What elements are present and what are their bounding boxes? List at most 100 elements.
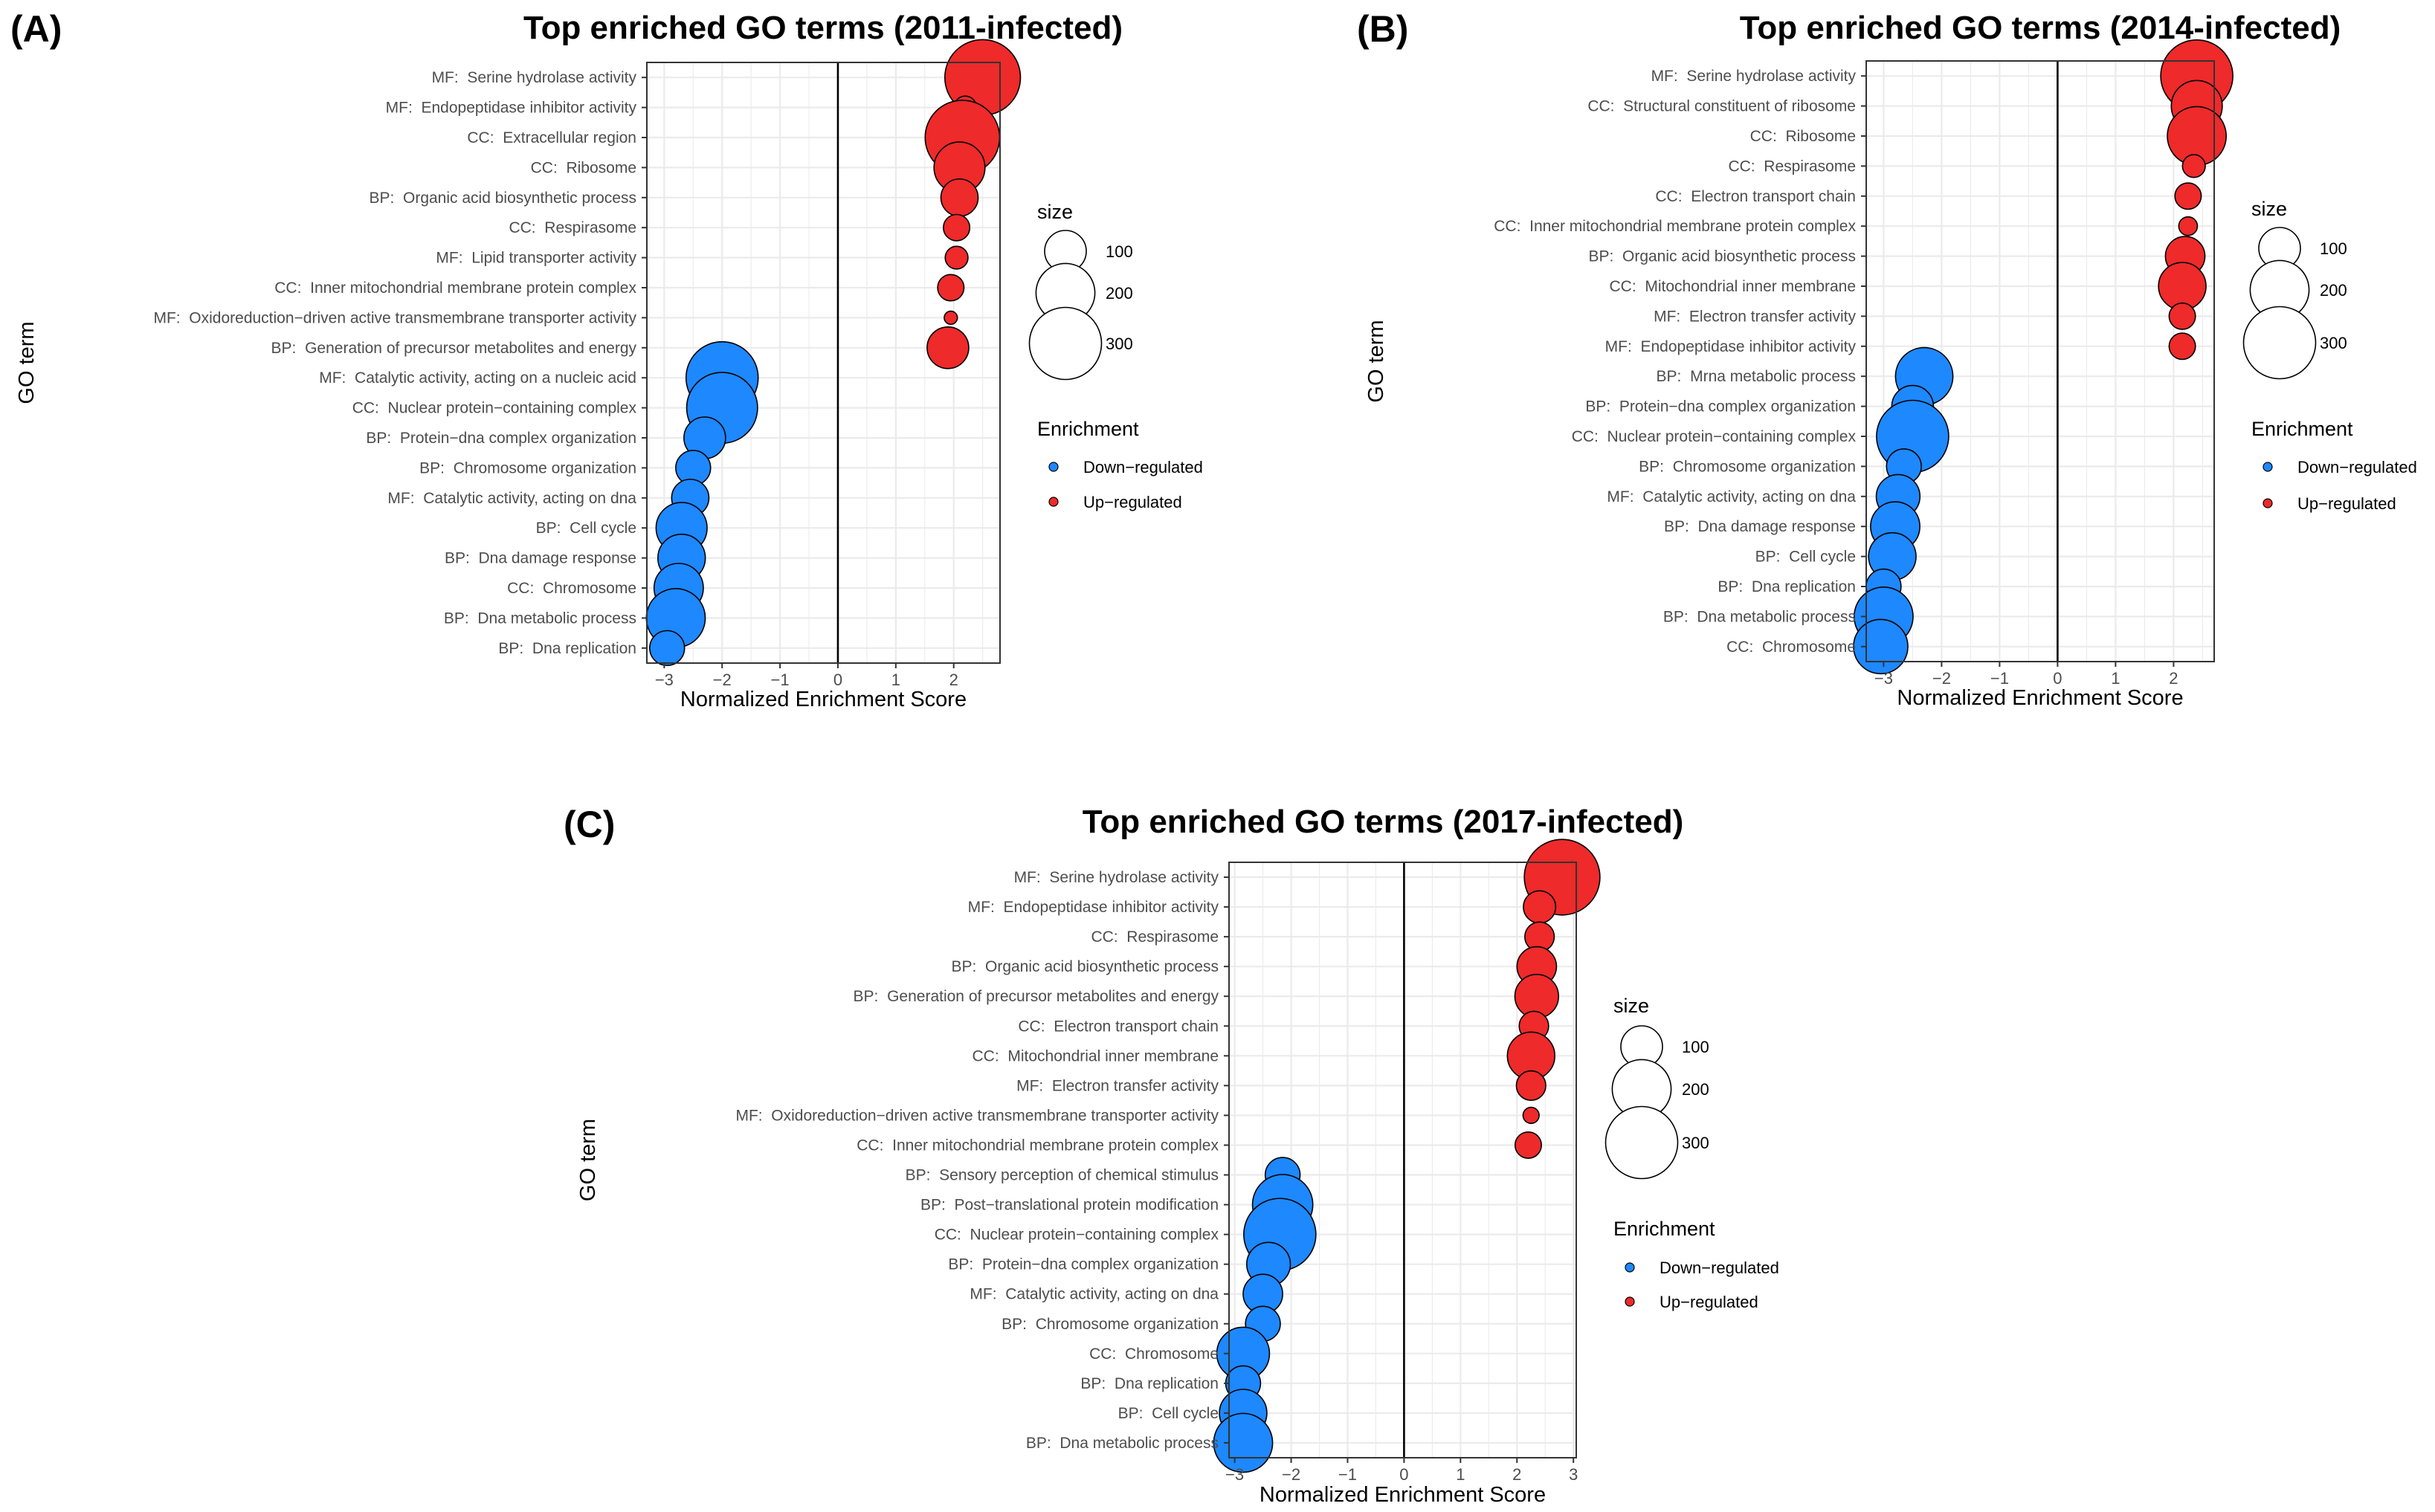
- x-tick-label: −1: [1990, 669, 2009, 688]
- y-tick-term: Electron transfer activity: [1052, 1077, 1219, 1094]
- y-tick-label: BP: Organic acid biosynthetic process: [1588, 248, 1856, 265]
- x-tick-label: 1: [2111, 669, 2120, 688]
- y-tick-label: CC: Ribosome: [1750, 128, 1856, 145]
- y-tick-term: Organic acid biosynthetic process: [1622, 248, 1856, 265]
- y-tick-category: MF:: [1651, 68, 1687, 85]
- point-up: [937, 274, 965, 302]
- y-tick-term: Dna metabolic process: [1697, 608, 1856, 625]
- y-tick-category: BP:: [951, 958, 985, 975]
- legend-enrichment-title: Enrichment: [1613, 1218, 1715, 1240]
- point-up: [943, 213, 971, 242]
- y-tick-category: BP:: [1026, 1435, 1060, 1452]
- y-tick-term: Chromosome: [1125, 1345, 1219, 1363]
- y-tick-term: Electron transfer activity: [1689, 308, 1857, 325]
- y-tick-label: MF: Catalytic activity, acting on dna: [387, 490, 636, 507]
- point-up: [2178, 216, 2199, 236]
- y-tick-term: Nuclear protein−containing complex: [970, 1227, 1219, 1244]
- legend-size-key: [1604, 1105, 1679, 1180]
- y-tick-category: BP:: [1663, 608, 1697, 625]
- y-tick-label: BP: Mrna metabolic process: [1657, 368, 1856, 385]
- y-tick-label: MF: Lipid transporter activity: [436, 250, 636, 267]
- x-axis-title: Normalized Enrichment Score: [680, 688, 967, 711]
- y-tick-label: CC: Ribosome: [531, 159, 636, 176]
- y-tick-category: CC:: [935, 1227, 970, 1244]
- y-tick-label: BP: Dna metabolic process: [1663, 608, 1856, 625]
- x-tick-label: −1: [1338, 1465, 1357, 1484]
- y-tick-label: CC: Nuclear protein−containing complex: [352, 400, 637, 417]
- y-tick-label: CC: Chromosome: [507, 580, 636, 597]
- legend: size 100 200 300 Enrichment Down−regulated Up−…: [1604, 995, 1779, 1311]
- y-tick-category: CC:: [1726, 639, 1762, 656]
- legend-size-label: 200: [1106, 284, 1133, 303]
- point-up: [2181, 154, 2206, 178]
- y-axis-title: GO term: [15, 321, 39, 404]
- y-tick-category: CC:: [467, 129, 503, 146]
- legend-size-label: 100: [1106, 242, 1133, 261]
- y-tick-label: MF: Catalytic activity, acting on dna: [1607, 488, 1856, 505]
- y-tick-category: CC:: [1089, 1345, 1125, 1363]
- y-tick-term: Chromosome: [1762, 639, 1856, 656]
- y-tick-term: Endopeptidase inhibitor activity: [1640, 338, 1856, 355]
- y-tick-term: Endopeptidase inhibitor activity: [1003, 899, 1219, 916]
- y-tick-label: BP: Protein−dna complex organization: [948, 1256, 1219, 1273]
- y-tick-term: Mitochondrial inner membrane: [1645, 278, 1856, 295]
- y-tick-category: BP:: [1080, 1375, 1115, 1392]
- y-axis-labels: MF: Serine hydrolase activity CC: Structu…: [1494, 68, 1866, 656]
- y-tick-term: Sensory perception of chemical stimulus: [939, 1167, 1219, 1184]
- y-tick-category: MF:: [1016, 1077, 1052, 1094]
- y-tick-category: BP:: [1588, 248, 1622, 265]
- y-tick-term: Serine hydrolase activity: [467, 69, 636, 86]
- y-tick-category: BP:: [1118, 1405, 1152, 1422]
- y-tick-label: MF: Electron transfer activity: [1016, 1077, 1219, 1094]
- x-tick-label: −1: [771, 671, 790, 689]
- panel-2: (C) Top enriched GO terms (2017-infected)…: [564, 804, 1779, 1507]
- point-up: [2174, 182, 2202, 210]
- y-tick-category: CC:: [973, 1047, 1008, 1064]
- legend-enrichment-title: Enrichment: [1037, 418, 1139, 440]
- y-tick-label: CC: Chromosome: [1089, 1345, 1219, 1363]
- y-tick-label: MF: Serine hydrolase activity: [432, 69, 637, 86]
- y-tick-category: BP:: [906, 1167, 940, 1184]
- y-tick-category: BP:: [1718, 578, 1752, 595]
- x-tick-label: 2: [949, 671, 958, 689]
- points: [1213, 839, 1601, 1473]
- y-tick-term: Dna damage response: [479, 550, 636, 567]
- y-tick-term: Generation of precursor metabolites and …: [887, 988, 1219, 1005]
- y-tick-label: CC: Extracellular region: [467, 129, 636, 146]
- y-tick-category: MF:: [387, 490, 423, 507]
- y-tick-label: BP: Generation of precursor metabolites …: [271, 340, 637, 357]
- y-axis-title: GO term: [576, 1119, 600, 1201]
- point-down: [649, 630, 686, 667]
- y-tick-label: MF: Serine hydrolase activity: [1014, 869, 1219, 886]
- y-tick-label: BP: Dna damage response: [445, 550, 636, 567]
- legend-size-title: size: [2251, 198, 2287, 220]
- legend-size-key: [1028, 306, 1103, 381]
- y-tick-term: Respirasome: [1126, 928, 1219, 946]
- y-tick-label: CC: Respirasome: [1091, 928, 1219, 946]
- y-tick-label: BP: Dna metabolic process: [1026, 1435, 1219, 1452]
- y-tick-category: MF:: [735, 1107, 771, 1124]
- point-up: [1523, 890, 1557, 924]
- x-tick-label: 1: [1456, 1465, 1465, 1484]
- y-tick-term: Organic acid biosynthetic process: [985, 958, 1219, 975]
- y-tick-term: Oxidoreduction−driven active transmembra…: [189, 309, 636, 326]
- y-tick-category: MF:: [968, 899, 1004, 916]
- y-tick-label: CC: Inner mitochondrial membrane protein…: [274, 280, 636, 297]
- y-tick-category: MF:: [153, 309, 189, 326]
- legend-size-label: 300: [2320, 334, 2347, 352]
- y-tick-label: BP: Organic acid biosynthetic process: [369, 190, 636, 207]
- legend-enrichment-key: [1625, 1262, 1635, 1273]
- y-tick-term: Inner mitochondrial membrane protein com…: [310, 280, 636, 297]
- y-tick-term: Cell cycle: [1789, 549, 1856, 566]
- y-tick-category: BP:: [419, 459, 454, 476]
- point-down: [1213, 1412, 1274, 1473]
- y-tick-term: Respirasome: [1764, 158, 1856, 175]
- y-tick-term: Post−translational protein modification: [955, 1197, 1219, 1214]
- x-axis: −3 −2 −1 0 1 2: [655, 663, 958, 689]
- y-tick-label: CC: Chromosome: [1726, 639, 1856, 656]
- y-tick-label: BP: Dna replication: [1080, 1375, 1219, 1392]
- y-tick-term: Catalytic activity, acting on dna: [1642, 488, 1856, 505]
- panel-label: (B): [1357, 8, 1408, 50]
- y-tick-category: CC:: [1728, 158, 1764, 175]
